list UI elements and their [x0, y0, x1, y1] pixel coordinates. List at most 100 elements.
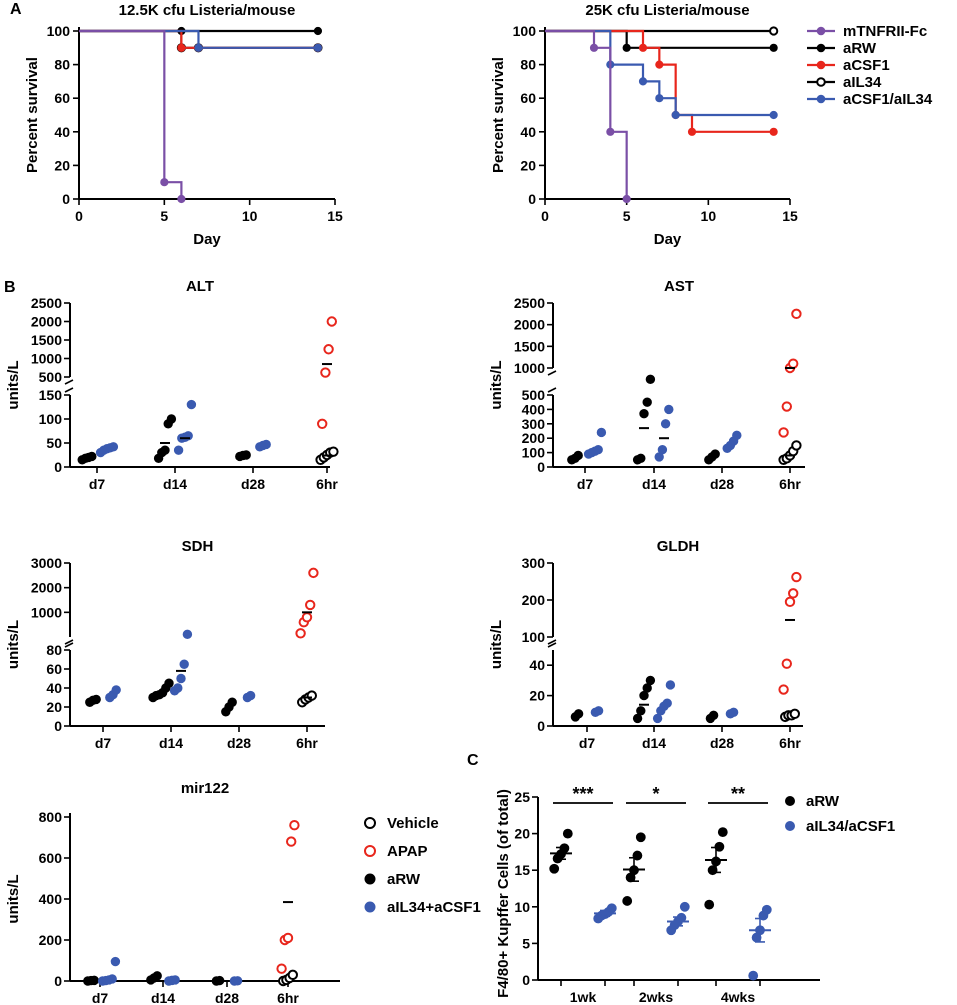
- legend-label: aRW: [806, 793, 840, 810]
- x-tick-label: 6hr: [779, 476, 801, 492]
- survival-point-mTNFRII_Fc: [589, 43, 599, 52]
- x-tick-label: 6hr: [316, 476, 338, 492]
- x-tick-label: 10: [701, 208, 717, 224]
- data-point-aIL34_aCSF1: [657, 445, 668, 455]
- data-point-aRW: [214, 975, 225, 986]
- x-tick-label: d14: [163, 476, 187, 492]
- y-tick-label: 0: [537, 459, 545, 475]
- y-tick-label: 20: [520, 157, 536, 173]
- x-tick-label: d7: [89, 476, 106, 492]
- x-axis-label: Day: [654, 231, 682, 248]
- data-point-aIL34_aCSF1: [662, 698, 672, 708]
- x-tick-label: d28: [241, 476, 265, 492]
- y-tick-label: 1500: [514, 338, 545, 354]
- data-point-APAP: [791, 308, 802, 320]
- data-point-aRW: [152, 971, 162, 981]
- legend-label: aCSF1/aIL34: [843, 91, 933, 108]
- data-point-aIL34_aCSF1: [665, 680, 676, 690]
- survival-line-aRW: [545, 29, 774, 49]
- legend-label: aIL34/aCSF1: [806, 818, 895, 835]
- data-point-aIL34_aCSF1: [186, 399, 197, 410]
- data-point-aIL34_aCSF1: [593, 445, 603, 455]
- data-point-APAP: [305, 599, 316, 611]
- y-tick-label: 25: [514, 789, 530, 805]
- data-point-aRW: [710, 449, 720, 459]
- y-tick-label: 15: [514, 862, 530, 878]
- y-tick-label: 2000: [31, 314, 62, 330]
- y-tick-label: 0: [528, 191, 536, 207]
- data-point-APAP: [301, 612, 313, 623]
- survival-line-mTNFRII_Fc: [545, 29, 628, 199]
- data-point-aIL34_aCSF1: [179, 659, 189, 669]
- y-tick-label: 0: [62, 191, 70, 207]
- y-axis-label: F4/80+ Kupffer Cells (of total): [495, 789, 512, 998]
- data-point-APAP: [282, 932, 294, 944]
- y-axis-label: units/L: [488, 360, 505, 409]
- legend-marker-aIL34_aCSF1: [785, 821, 795, 831]
- axis-break-mark: [547, 370, 557, 376]
- legend-marker-vehicle: [364, 817, 376, 829]
- data-point-aIL34_aCSF1: [170, 975, 180, 985]
- survival-point-mTNFRII_Fc: [177, 194, 186, 204]
- legend-label: Vehicle: [387, 815, 439, 832]
- panel-label-c: C: [467, 752, 479, 769]
- legend-label: aRW: [843, 40, 877, 57]
- data-point-APAP: [788, 588, 799, 599]
- data-point-APAP: [788, 358, 799, 369]
- y-tick-label: 400: [39, 891, 63, 907]
- x-tick-label: 6hr: [779, 735, 801, 751]
- data-point-aRW: [91, 694, 101, 705]
- data-point-APAP: [781, 658, 792, 669]
- x-tick-label: 6hr: [277, 990, 299, 1005]
- chart-title: 25K cfu Listeria/mouse: [585, 2, 749, 19]
- survival-point-mTNFRII_Fc: [606, 127, 615, 136]
- data-point-APAP: [317, 418, 328, 429]
- x-tick-label: d7: [92, 990, 109, 1005]
- data-point-APAP: [286, 836, 297, 847]
- significance-label: ***: [572, 784, 593, 804]
- survival-point-aRW: [622, 43, 631, 52]
- legend-label: mTNFRII-Fc: [843, 23, 927, 40]
- y-tick-label: 20: [529, 688, 545, 704]
- y-axis-label: units/L: [5, 874, 22, 923]
- data-point-aIL34_aCSF1: [596, 427, 607, 438]
- y-tick-label: 200: [522, 430, 546, 446]
- data-point-aRW: [635, 832, 646, 843]
- significance-label: **: [731, 784, 745, 804]
- y-tick-label: 200: [39, 932, 63, 948]
- data-point-APAP: [320, 367, 331, 378]
- survival-point-combo: [671, 110, 680, 120]
- data-point-APAP: [784, 596, 796, 608]
- data-point-aIL34_aCSF1: [107, 974, 117, 984]
- y-tick-label: 2000: [514, 317, 545, 333]
- survival-point-aCSF1: [655, 60, 664, 69]
- x-tick-label: 0: [75, 208, 83, 224]
- data-point-aIL34_aCSF1: [748, 970, 759, 981]
- chart-title: AST: [664, 278, 694, 295]
- y-tick-label: 150: [39, 387, 63, 403]
- data-point-aRW: [704, 899, 715, 910]
- y-tick-label: 80: [46, 642, 62, 658]
- data-point-aIL34_aCSF1: [593, 706, 604, 716]
- survival-point-combo: [313, 43, 323, 52]
- y-tick-label: 40: [529, 657, 545, 673]
- survival-point-aRW: [313, 26, 323, 36]
- y-tick-label: 20: [46, 699, 62, 715]
- survival-point-mTNFRII_Fc: [622, 194, 631, 204]
- data-point-aIL34_aCSF1: [110, 956, 121, 967]
- survival-point-aCSF1: [687, 127, 697, 136]
- survival-point-combo: [655, 94, 664, 103]
- legend-marker-aIL34: [816, 77, 826, 87]
- y-tick-label: 80: [520, 57, 536, 73]
- y-axis-label: units/L: [5, 360, 22, 409]
- y-tick-label: 1500: [31, 332, 62, 348]
- x-tick-label: d14: [159, 735, 183, 751]
- survival-point-combo: [194, 43, 203, 52]
- data-point-aIL34_aCSF1: [111, 685, 121, 695]
- data-point-vehicle: [306, 690, 317, 701]
- y-tick-label: 600: [39, 850, 63, 866]
- y-tick-label: 500: [39, 369, 63, 385]
- x-tick-label: d28: [710, 735, 734, 751]
- x-tick-label: d14: [642, 735, 666, 751]
- data-point-aIL34_aCSF1: [679, 901, 690, 912]
